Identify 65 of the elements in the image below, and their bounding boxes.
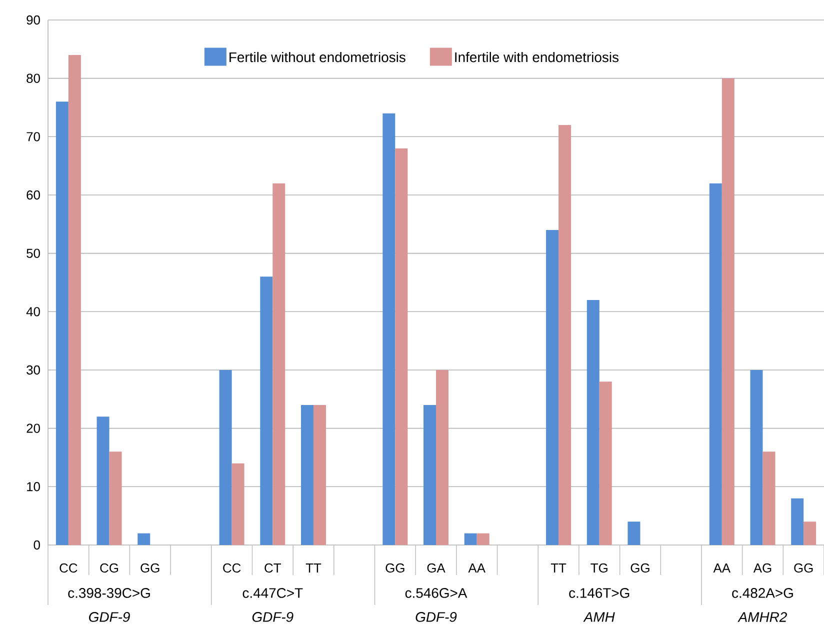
bar <box>424 404 436 545</box>
text: GDF-9 <box>252 612 294 622</box>
text: c.482A>G <box>732 588 793 598</box>
bar <box>476 533 490 545</box>
text: AMHR2 <box>738 612 787 622</box>
legend-label: Infertile with endometriosis <box>455 52 618 62</box>
bar <box>586 300 600 545</box>
bar <box>804 522 816 545</box>
y-tick-label: 30 <box>26 365 40 375</box>
bar <box>762 452 776 545</box>
y-tick-label: 60 <box>26 190 40 200</box>
x-tick-label: TT <box>550 564 566 572</box>
x-tick-label: CT <box>264 563 281 573</box>
bar <box>313 404 326 545</box>
bar <box>709 183 722 545</box>
x-tick-label: CG <box>100 563 118 573</box>
y-tick-label: 90 <box>26 15 40 25</box>
x-tick-label: TT <box>306 564 322 572</box>
bar <box>138 533 150 545</box>
bar <box>219 370 232 545</box>
bar <box>628 522 640 545</box>
x-tick-label: CC <box>223 563 241 573</box>
x-tick-label: GA <box>427 563 446 573</box>
bar <box>722 78 734 545</box>
y-tick-label: 0 <box>34 540 40 550</box>
y-tick-label: 80 <box>26 74 40 83</box>
bar <box>791 498 804 545</box>
x-tick-label: CC <box>60 563 78 573</box>
bar <box>109 452 122 545</box>
text: GDF-9 <box>89 612 130 622</box>
x-tick-label: GG <box>140 563 160 573</box>
x-tick-label: GG <box>794 563 813 573</box>
bar <box>750 370 763 545</box>
bar <box>558 124 572 545</box>
x-tick-label: GG <box>386 563 404 573</box>
x-tick-label: AA <box>713 564 731 572</box>
bar <box>436 370 449 545</box>
x-tick-label: TG <box>590 563 608 573</box>
y-tick-label: 20 <box>26 424 40 433</box>
text: AMH <box>583 612 615 622</box>
bar <box>300 404 314 545</box>
text: c.447C>T <box>242 588 303 598</box>
text: c.398-39C>G <box>68 588 150 598</box>
y-tick-label: 10 <box>27 482 40 492</box>
bar <box>382 113 396 545</box>
text: c.546G>A <box>405 588 468 598</box>
y-tick-label: 70 <box>26 132 40 142</box>
bar <box>56 102 68 545</box>
x-tick-label: GG <box>630 563 650 573</box>
bar <box>96 416 110 545</box>
bar <box>464 533 477 545</box>
bar <box>395 148 408 545</box>
x-tick-label: AG <box>753 563 772 573</box>
bar <box>546 230 559 545</box>
legend-label: Fertile without endometriosis <box>230 52 406 62</box>
y-tick-label: 40 <box>26 307 40 316</box>
bar <box>272 183 286 545</box>
bar <box>599 382 612 545</box>
bar <box>232 463 244 545</box>
y-tick-label: 50 <box>26 248 40 258</box>
text: c.146T>G <box>569 588 630 598</box>
text: GDF-9 <box>416 612 457 622</box>
x-tick-label: AA <box>468 564 486 572</box>
bar <box>260 276 273 545</box>
bar <box>68 54 81 545</box>
